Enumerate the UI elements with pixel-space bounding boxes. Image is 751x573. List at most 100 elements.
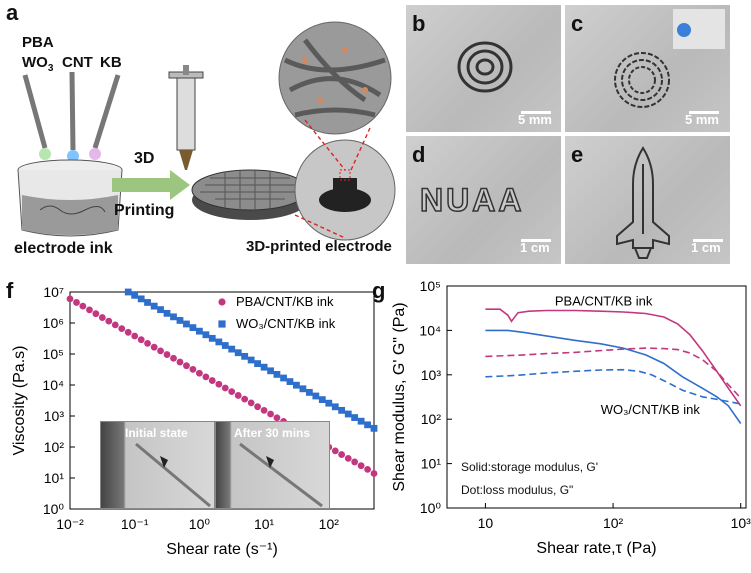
x-tick-label: 10 xyxy=(478,515,494,531)
material-label-pba: PBA xyxy=(22,34,54,51)
data-point xyxy=(170,354,177,362)
scale-bar-c xyxy=(689,111,719,114)
data-point xyxy=(157,306,164,314)
data-point xyxy=(260,363,268,371)
data-point xyxy=(202,373,210,381)
data-point xyxy=(195,369,203,377)
ink-beaker-illustration xyxy=(17,71,123,237)
data-point xyxy=(131,332,139,340)
data-point xyxy=(254,403,262,411)
data-point xyxy=(105,317,113,325)
inset-label-initial: Initial state xyxy=(125,426,188,440)
scale-bar-d xyxy=(521,239,551,242)
inset-label-after: After 30 mins xyxy=(234,426,311,440)
data-point xyxy=(208,334,216,342)
plot-frame xyxy=(69,291,375,510)
data-point xyxy=(215,380,223,388)
data-point xyxy=(150,343,158,351)
data-point xyxy=(286,378,294,385)
y-tick-label: 10³ xyxy=(44,408,65,424)
data-point xyxy=(241,352,249,360)
x-tick-label: 10¹ xyxy=(254,516,275,532)
panel-label-g: g xyxy=(372,278,386,303)
data-point xyxy=(137,295,145,303)
data-point xyxy=(247,399,255,407)
scale-text-d: 1 cm xyxy=(520,240,550,255)
data-point xyxy=(157,347,164,355)
data-point xyxy=(299,385,307,393)
data-point xyxy=(280,374,287,382)
data-point xyxy=(131,291,139,299)
data-point xyxy=(215,338,223,346)
y-tick-label: 10³ xyxy=(421,367,442,383)
nuaa-print-text: NUAA xyxy=(419,181,525,219)
panel-label-b: b xyxy=(412,11,426,36)
inset-photo-right: After 30 mins xyxy=(215,421,330,509)
x-axis-label: Shear rate,τ (Pa) xyxy=(536,540,656,557)
y-tick-label: 10⁵ xyxy=(43,346,64,362)
x-tick-label: 10² xyxy=(319,516,340,532)
material-label-kb: KB xyxy=(100,54,122,71)
data-point xyxy=(364,421,371,429)
series-line xyxy=(485,347,742,399)
material-label-cnt: CNT xyxy=(62,54,93,71)
scale-text-b: 5 mm xyxy=(518,112,552,127)
data-point xyxy=(344,454,352,462)
data-point xyxy=(293,381,300,389)
data-point xyxy=(338,451,346,458)
panel-label-c: c xyxy=(571,11,584,36)
series-line xyxy=(485,368,741,405)
data-point xyxy=(273,370,281,378)
plot-frame xyxy=(446,285,747,509)
arrow-label-3d: 3D xyxy=(134,150,155,167)
y-tick-label: 10⁴ xyxy=(419,322,441,338)
data-point xyxy=(202,331,210,339)
shear-modulus-chart: 10 10² 10³ 10⁰ 10¹ 10² 10³ 10⁴ 10⁵ Shear rate,τ (… xyxy=(391,280,751,557)
data-point xyxy=(351,458,359,466)
scale-text-c: 5 mm xyxy=(685,112,719,127)
data-point xyxy=(195,327,203,335)
y-tick-label: 10⁶ xyxy=(43,315,64,331)
scale-text-e: 1 cm xyxy=(691,240,721,255)
data-point xyxy=(260,406,268,414)
ink-label: electrode ink xyxy=(14,240,113,257)
data-point xyxy=(267,367,274,375)
y-tick-label: 10¹ xyxy=(421,456,442,472)
data-point xyxy=(228,345,236,353)
photo-c: c 5 mm xyxy=(565,5,730,132)
inset-photo-left: Initial state xyxy=(100,421,215,509)
data-point xyxy=(228,388,236,396)
data-point xyxy=(86,306,93,314)
y-tick-label: 10² xyxy=(421,411,442,427)
y-tick-label: 10⁰ xyxy=(420,500,442,516)
data-point xyxy=(331,403,339,411)
data-point xyxy=(357,462,365,470)
data-point xyxy=(170,313,177,321)
y-tick-label: 10⁰ xyxy=(43,501,65,517)
y-tick-label: 10⁴ xyxy=(42,377,64,393)
photo-e: e 1 cm xyxy=(565,136,730,264)
y-tick-label: 10⁷ xyxy=(43,284,64,300)
data-point xyxy=(305,388,313,396)
printer-and-electrode-illustration xyxy=(168,21,396,241)
x-axis-label: Shear rate (s⁻¹) xyxy=(166,541,278,558)
spiral-print xyxy=(457,41,513,93)
scale-bar-b xyxy=(521,111,551,114)
data-point xyxy=(357,417,365,425)
y-tick-label: 10² xyxy=(44,439,65,455)
panel-label-f: f xyxy=(6,278,14,303)
data-point xyxy=(267,410,274,418)
data-point xyxy=(144,299,151,306)
legend-marker xyxy=(218,320,226,328)
panel-label-d: d xyxy=(412,142,426,167)
data-point xyxy=(325,399,333,407)
series-label: WO₃/CNT/KB ink xyxy=(601,402,701,417)
data-point xyxy=(247,356,255,364)
data-point xyxy=(344,410,352,418)
annotation-storage: Solid:storage modulus, G' xyxy=(461,460,599,474)
material-label-wo3: WO3 xyxy=(22,54,54,74)
legend-label: PBA/CNT/KB ink xyxy=(236,294,334,309)
viscosity-chart: 10⁻² 10⁻¹ 10⁰ 10¹ 10² 10⁰ 10¹ 10² 10³ 10⁴ 10⁵ 10⁶ 10… xyxy=(11,284,378,558)
legend-label: WO₃/CNT/KB ink xyxy=(236,316,336,331)
x-tick-label: 10³ xyxy=(731,515,751,531)
